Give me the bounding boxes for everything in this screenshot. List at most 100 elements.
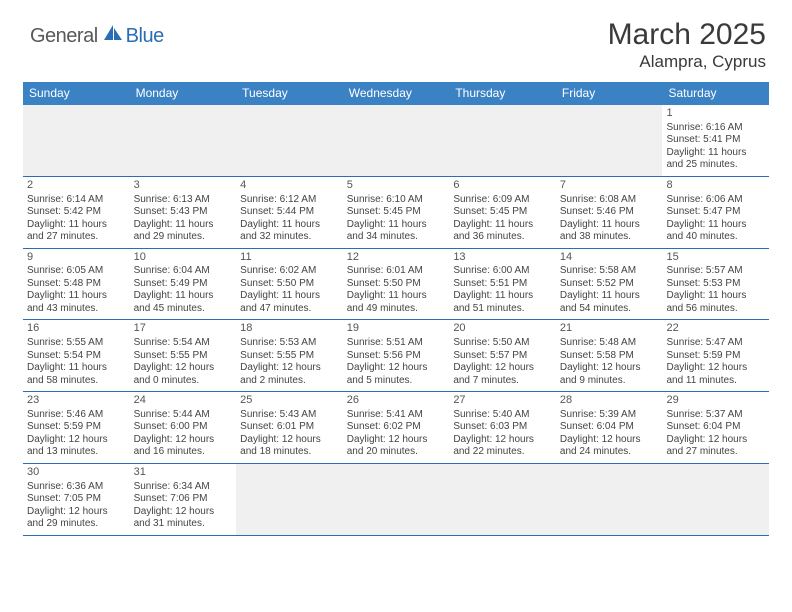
- sunset-line: Sunset: 5:54 PM: [27, 350, 126, 363]
- sunrise-line: Sunrise: 6:02 AM: [240, 265, 339, 278]
- sunrise-line: Sunrise: 6:01 AM: [347, 265, 446, 278]
- sunset-line: Sunset: 6:01 PM: [240, 421, 339, 434]
- day-cell: 10Sunrise: 6:04 AMSunset: 5:49 PMDayligh…: [130, 249, 237, 320]
- daylight-line: Daylight: 11 hours and 51 minutes.: [453, 290, 552, 315]
- daylight-line: Daylight: 11 hours and 29 minutes.: [134, 219, 233, 244]
- sunrise-line: Sunrise: 6:00 AM: [453, 265, 552, 278]
- day-cell: 13Sunrise: 6:00 AMSunset: 5:51 PMDayligh…: [449, 249, 556, 320]
- day-cell: 14Sunrise: 5:58 AMSunset: 5:52 PMDayligh…: [556, 249, 663, 320]
- day-number: 27: [453, 394, 552, 408]
- empty-cell: [343, 105, 450, 176]
- sunset-line: Sunset: 5:50 PM: [347, 278, 446, 291]
- sunrise-line: Sunrise: 5:51 AM: [347, 337, 446, 350]
- calendar: Sunday Monday Tuesday Wednesday Thursday…: [23, 82, 769, 536]
- day-number: 8: [666, 179, 765, 193]
- day-number: 7: [560, 179, 659, 193]
- day-cell: 27Sunrise: 5:40 AMSunset: 6:03 PMDayligh…: [449, 392, 556, 463]
- empty-cell: [662, 464, 769, 535]
- sunrise-line: Sunrise: 6:05 AM: [27, 265, 126, 278]
- sunset-line: Sunset: 5:50 PM: [240, 278, 339, 291]
- daylight-line: Daylight: 12 hours and 9 minutes.: [560, 362, 659, 387]
- sunrise-line: Sunrise: 5:53 AM: [240, 337, 339, 350]
- day-number: 18: [240, 322, 339, 336]
- day-number: 19: [347, 322, 446, 336]
- dow-sunday: Sunday: [23, 82, 130, 105]
- sunset-line: Sunset: 5:43 PM: [134, 206, 233, 219]
- day-number: 20: [453, 322, 552, 336]
- daylight-line: Daylight: 12 hours and 27 minutes.: [666, 434, 765, 459]
- sunset-line: Sunset: 5:49 PM: [134, 278, 233, 291]
- day-cell: 16Sunrise: 5:55 AMSunset: 5:54 PMDayligh…: [23, 320, 130, 391]
- daylight-line: Daylight: 11 hours and 38 minutes.: [560, 219, 659, 244]
- week-row: 1Sunrise: 6:16 AMSunset: 5:41 PMDaylight…: [23, 105, 769, 177]
- sunset-line: Sunset: 5:56 PM: [347, 350, 446, 363]
- sunset-line: Sunset: 5:48 PM: [27, 278, 126, 291]
- sunrise-line: Sunrise: 6:08 AM: [560, 194, 659, 207]
- day-cell: 31Sunrise: 6:34 AMSunset: 7:06 PMDayligh…: [130, 464, 237, 535]
- sunset-line: Sunset: 5:47 PM: [666, 206, 765, 219]
- day-number: 23: [27, 394, 126, 408]
- dow-monday: Monday: [130, 82, 237, 105]
- daylight-line: Daylight: 11 hours and 56 minutes.: [666, 290, 765, 315]
- daylight-line: Daylight: 11 hours and 32 minutes.: [240, 219, 339, 244]
- sunset-line: Sunset: 5:58 PM: [560, 350, 659, 363]
- sunrise-line: Sunrise: 5:41 AM: [347, 409, 446, 422]
- daylight-line: Daylight: 12 hours and 18 minutes.: [240, 434, 339, 459]
- empty-cell: [556, 464, 663, 535]
- day-cell: 2Sunrise: 6:14 AMSunset: 5:42 PMDaylight…: [23, 177, 130, 248]
- daylight-line: Daylight: 12 hours and 20 minutes.: [347, 434, 446, 459]
- daylight-line: Daylight: 11 hours and 43 minutes.: [27, 290, 126, 315]
- day-number: 9: [27, 251, 126, 265]
- sunset-line: Sunset: 5:52 PM: [560, 278, 659, 291]
- day-number: 17: [134, 322, 233, 336]
- daylight-line: Daylight: 12 hours and 7 minutes.: [453, 362, 552, 387]
- day-number: 12: [347, 251, 446, 265]
- daylight-line: Daylight: 12 hours and 24 minutes.: [560, 434, 659, 459]
- day-number: 1: [666, 107, 765, 121]
- daylight-line: Daylight: 11 hours and 45 minutes.: [134, 290, 233, 315]
- sunrise-line: Sunrise: 6:13 AM: [134, 194, 233, 207]
- day-cell: 21Sunrise: 5:48 AMSunset: 5:58 PMDayligh…: [556, 320, 663, 391]
- sunrise-line: Sunrise: 5:47 AM: [666, 337, 765, 350]
- sunrise-line: Sunrise: 6:14 AM: [27, 194, 126, 207]
- empty-cell: [449, 105, 556, 176]
- week-row: 16Sunrise: 5:55 AMSunset: 5:54 PMDayligh…: [23, 320, 769, 392]
- week-row: 23Sunrise: 5:46 AMSunset: 5:59 PMDayligh…: [23, 392, 769, 464]
- sunrise-line: Sunrise: 6:09 AM: [453, 194, 552, 207]
- day-cell: 17Sunrise: 5:54 AMSunset: 5:55 PMDayligh…: [130, 320, 237, 391]
- sunrise-line: Sunrise: 6:10 AM: [347, 194, 446, 207]
- daylight-line: Daylight: 12 hours and 29 minutes.: [27, 506, 126, 531]
- sunset-line: Sunset: 6:04 PM: [666, 421, 765, 434]
- daylight-line: Daylight: 11 hours and 49 minutes.: [347, 290, 446, 315]
- logo-text-blue: Blue: [126, 25, 164, 48]
- day-cell: 1Sunrise: 6:16 AMSunset: 5:41 PMDaylight…: [662, 105, 769, 176]
- daylight-line: Daylight: 12 hours and 16 minutes.: [134, 434, 233, 459]
- sunset-line: Sunset: 5:51 PM: [453, 278, 552, 291]
- sunset-line: Sunset: 5:45 PM: [347, 206, 446, 219]
- location: Alampra, Cyprus: [608, 52, 766, 72]
- sunrise-line: Sunrise: 6:12 AM: [240, 194, 339, 207]
- day-cell: 28Sunrise: 5:39 AMSunset: 6:04 PMDayligh…: [556, 392, 663, 463]
- day-number: 21: [560, 322, 659, 336]
- week-row: 30Sunrise: 6:36 AMSunset: 7:05 PMDayligh…: [23, 464, 769, 536]
- sunrise-line: Sunrise: 5:43 AM: [240, 409, 339, 422]
- daylight-line: Daylight: 12 hours and 22 minutes.: [453, 434, 552, 459]
- header: General Blue March 2025 Alampra, Cyprus: [0, 0, 792, 78]
- day-cell: 11Sunrise: 6:02 AMSunset: 5:50 PMDayligh…: [236, 249, 343, 320]
- day-number: 6: [453, 179, 552, 193]
- sunset-line: Sunset: 7:05 PM: [27, 493, 126, 506]
- sunset-line: Sunset: 5:44 PM: [240, 206, 339, 219]
- sunrise-line: Sunrise: 5:39 AM: [560, 409, 659, 422]
- daylight-line: Daylight: 11 hours and 27 minutes.: [27, 219, 126, 244]
- day-cell: 25Sunrise: 5:43 AMSunset: 6:01 PMDayligh…: [236, 392, 343, 463]
- empty-cell: [23, 105, 130, 176]
- sunrise-line: Sunrise: 5:55 AM: [27, 337, 126, 350]
- sunrise-line: Sunrise: 6:34 AM: [134, 481, 233, 494]
- daylight-line: Daylight: 11 hours and 40 minutes.: [666, 219, 765, 244]
- sunset-line: Sunset: 5:55 PM: [134, 350, 233, 363]
- day-number: 13: [453, 251, 552, 265]
- day-number: 14: [560, 251, 659, 265]
- empty-cell: [130, 105, 237, 176]
- day-cell: 29Sunrise: 5:37 AMSunset: 6:04 PMDayligh…: [662, 392, 769, 463]
- month-title: March 2025: [608, 18, 766, 52]
